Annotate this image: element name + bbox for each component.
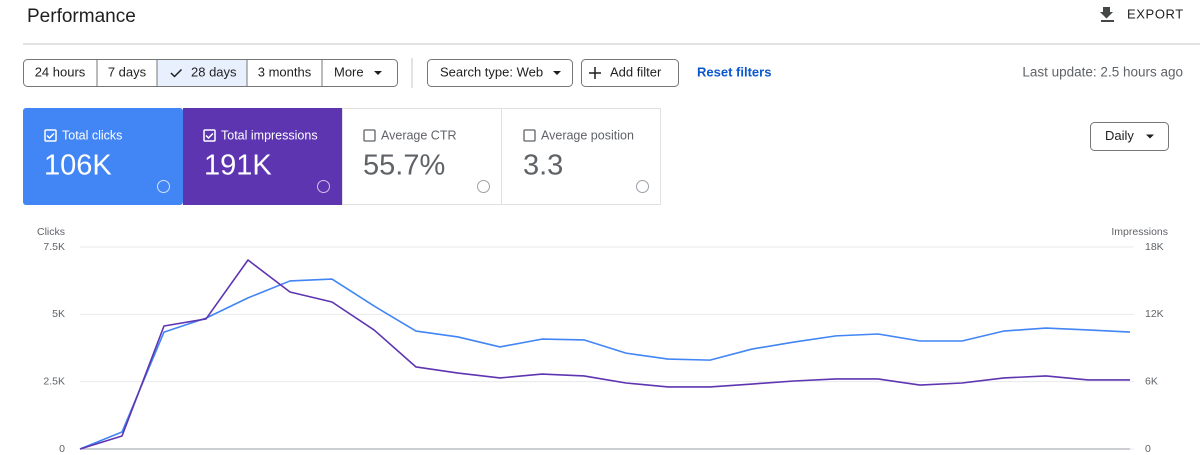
- y2-axis-label: Impressions: [1111, 226, 1168, 238]
- range-label: 7 days: [108, 64, 147, 79]
- card-label: Total clicks: [62, 128, 122, 142]
- y2-tick-label: 18K: [1145, 241, 1164, 253]
- range-button[interactable]: 24 hours: [35, 64, 86, 79]
- checkbox: [363, 129, 376, 142]
- y-axis-label: Clicks: [37, 226, 65, 238]
- metric-card[interactable]: Average position 3.3: [501, 108, 661, 205]
- button-outline: [1090, 122, 1169, 151]
- card-bg: [183, 108, 342, 205]
- metric-card[interactable]: Total impressions 191K: [183, 108, 342, 205]
- dropdown-arrow: [553, 71, 561, 75]
- granularity-label: Daily: [1105, 128, 1134, 143]
- y2-tick-label: 0: [1145, 443, 1151, 455]
- card-bg: [342, 108, 502, 205]
- add-filter-label: Add filter: [610, 64, 662, 79]
- card-label: Total impressions: [221, 128, 318, 142]
- reset-filters-button[interactable]: Reset filters: [697, 64, 771, 79]
- range-button[interactable]: 7 days: [108, 64, 147, 79]
- checkbox: [44, 129, 57, 142]
- search-type-label: Search type: Web: [440, 64, 543, 79]
- export-button[interactable]: EXPORT: [1100, 6, 1184, 22]
- dropdown-arrow: [374, 71, 382, 75]
- search-type-button[interactable]: Search type: Web: [427, 59, 573, 87]
- card-value: 191K: [204, 150, 272, 182]
- y2-tick-label: 12K: [1145, 308, 1164, 320]
- check-icon: [170, 68, 183, 78]
- last-update: Last update: 2.5 hours ago: [1022, 65, 1183, 80]
- more-button[interactable]: More: [334, 64, 382, 79]
- range-button[interactable]: 3 months: [258, 64, 312, 79]
- card-value: 3.3: [523, 150, 563, 182]
- check-icon: [205, 132, 214, 140]
- add-filter-button[interactable]: Add filter: [581, 59, 679, 87]
- export-label: EXPORT: [1127, 6, 1184, 21]
- metric-card[interactable]: Average CTR 55.7%: [342, 108, 502, 205]
- card-label: Average position: [541, 128, 634, 142]
- page-title: Performance: [27, 6, 136, 27]
- range-button[interactable]: 28 days: [170, 64, 237, 79]
- series-line: [79, 259, 1130, 450]
- button-outline: [581, 59, 679, 87]
- card-value: 106K: [44, 150, 112, 182]
- button-outline: [427, 59, 573, 87]
- series-line: [79, 278, 1131, 450]
- segment-outline: [23, 59, 398, 87]
- y-tick-label: 2.5K: [43, 375, 65, 387]
- granularity-dropdown[interactable]: Daily: [1090, 122, 1169, 151]
- y2-tick-label: 6K: [1145, 375, 1158, 387]
- card-label: Average CTR: [381, 128, 457, 142]
- card-bg: [23, 108, 183, 205]
- help-icon: [636, 180, 649, 193]
- range-label: 28 days: [191, 64, 237, 79]
- checkbox: [203, 129, 216, 142]
- reset-filters-label: Reset filters: [697, 64, 771, 79]
- dropdown-arrow: [1146, 134, 1154, 139]
- card-bg: [501, 108, 661, 205]
- performance-chart: Clicks Impressions 0 2.5K 5K 7.5K 0 6K 12K 18K: [37, 226, 1168, 455]
- checkbox: [523, 129, 536, 142]
- plus-icon: [589, 67, 601, 79]
- y-tick-label: 7.5K: [43, 241, 65, 253]
- range-label: 24 hours: [35, 64, 86, 79]
- check-icon: [46, 132, 55, 140]
- metric-card[interactable]: Total clicks 106K: [23, 108, 183, 205]
- y-tick-label: 0: [59, 443, 65, 455]
- y-tick-label: 5K: [52, 308, 65, 320]
- help-icon: [317, 180, 330, 193]
- card-value: 55.7%: [363, 150, 445, 182]
- range-label: 3 months: [258, 64, 312, 79]
- export-icon: [1100, 7, 1114, 22]
- more-label: More: [334, 64, 364, 79]
- help-icon: [477, 180, 490, 193]
- help-icon: [157, 180, 170, 193]
- date-range-control: 24 hours 7 days 28 days 3 months More: [23, 59, 398, 87]
